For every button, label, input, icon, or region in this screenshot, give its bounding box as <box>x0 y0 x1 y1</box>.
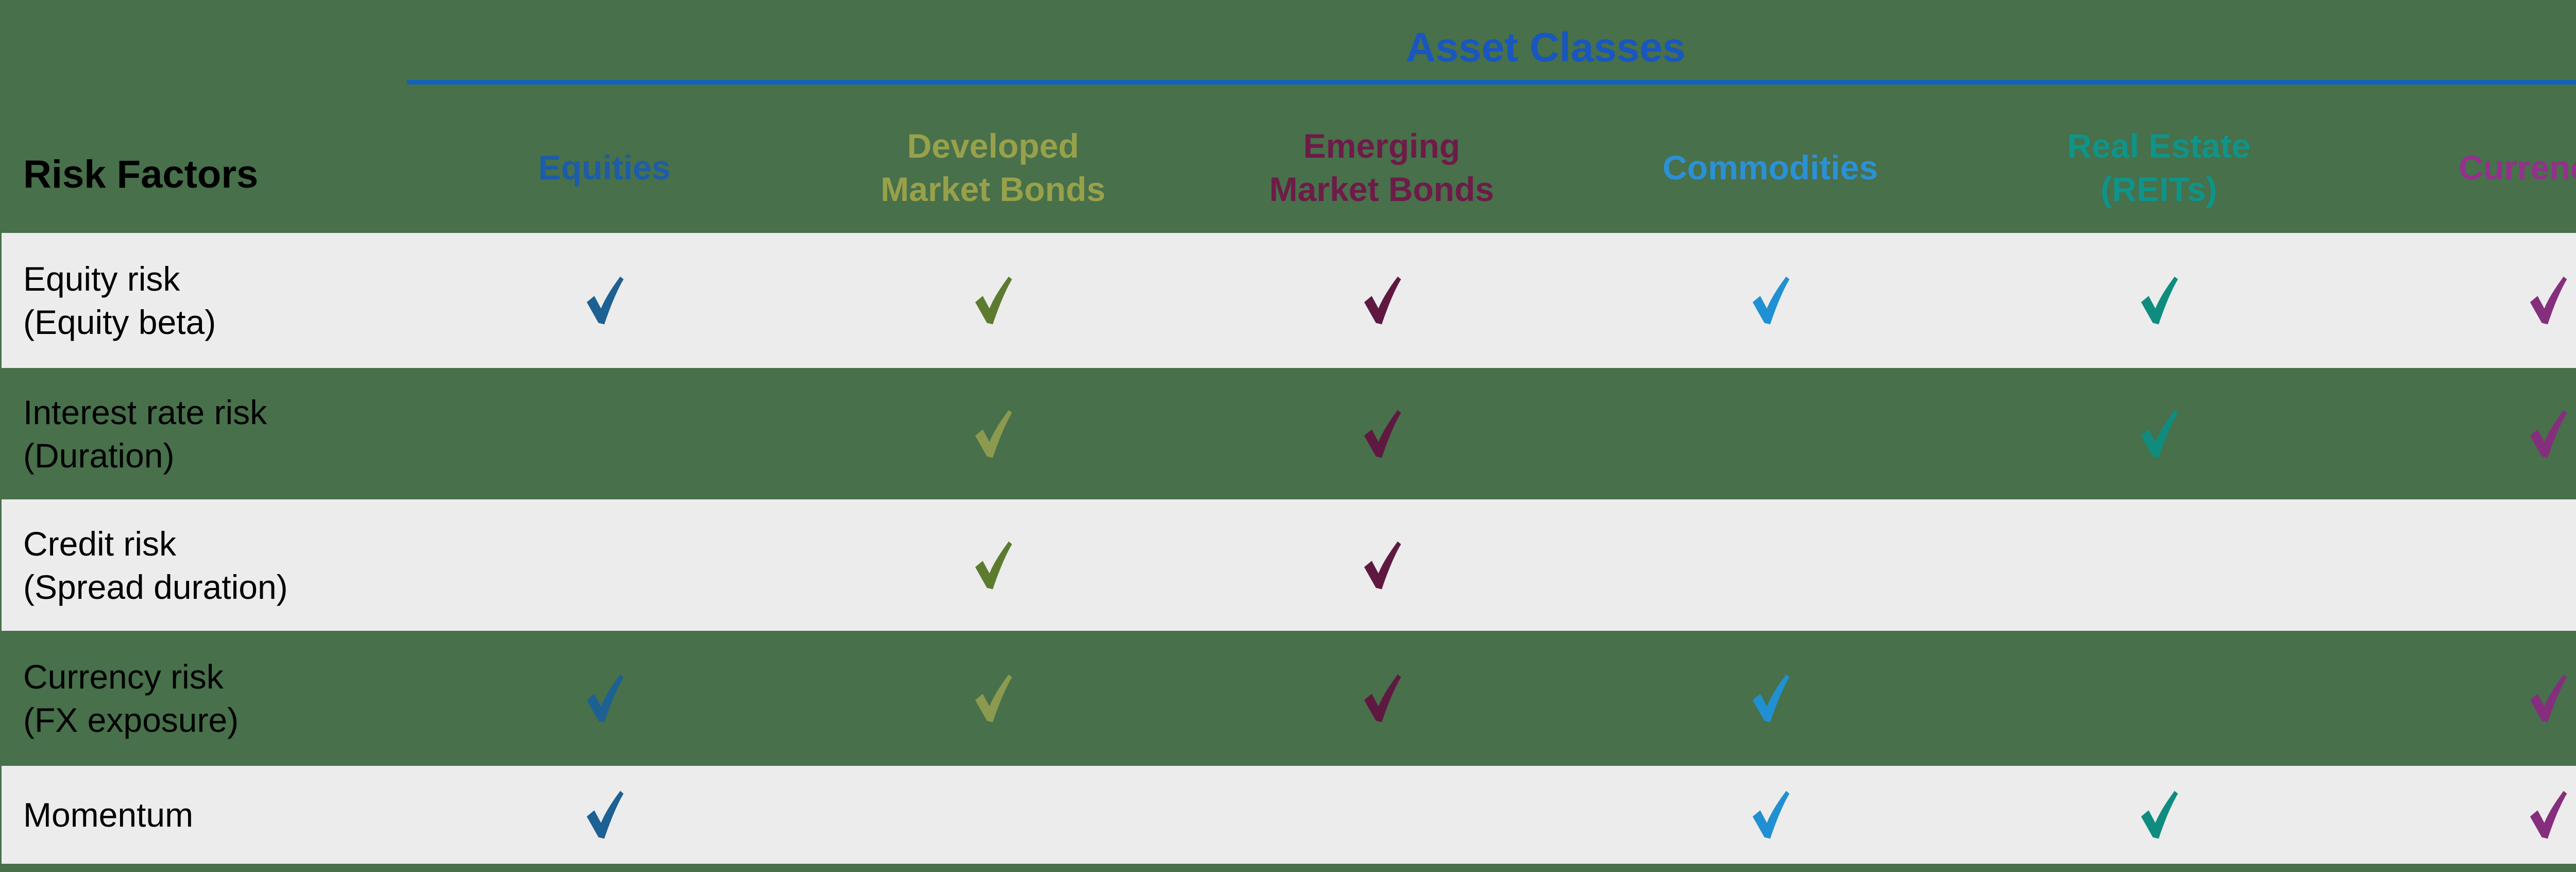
check-cell <box>1964 766 2353 864</box>
check-cell <box>2353 631 2576 766</box>
checkmark-icon <box>2530 674 2567 723</box>
table-row-momentum: Momentum <box>2 766 2576 864</box>
matrix-rows: Equity risk (Equity beta) Interest rate … <box>2 233 2576 864</box>
check-cell <box>2353 766 2576 864</box>
checkmark-icon <box>1364 276 1401 325</box>
column-header-currencies: Currencies <box>2459 148 2576 187</box>
check-cell <box>1964 233 2353 368</box>
checkmark-icon <box>975 674 1012 723</box>
checkmark-icon <box>2530 276 2567 325</box>
check-cell <box>410 233 799 368</box>
check-cell <box>2353 233 2576 368</box>
checkmark-icon <box>587 276 624 325</box>
check-cell <box>1576 631 1964 766</box>
checkmark-icon <box>587 791 624 839</box>
checkmark-icon <box>1364 541 1401 589</box>
checkmark-icon <box>1364 674 1401 723</box>
check-cell <box>410 766 799 864</box>
checkmark-icon <box>587 674 624 723</box>
check-cell <box>1188 368 1576 499</box>
row-label: Interest rate risk (Duration) <box>23 393 267 475</box>
check-cell <box>410 499 799 631</box>
table-row-interest-rate-risk: Interest rate risk (Duration) <box>2 368 2576 499</box>
table-row-credit-risk: Credit risk (Spread duration) <box>2 499 2576 631</box>
title-underline-rule <box>407 80 2576 85</box>
check-cell <box>1576 766 1964 864</box>
column-header-equities: Equities <box>538 148 671 187</box>
check-cell <box>799 766 1187 864</box>
column-header-real-estate-reits: Real Estate (REITs) <box>2067 127 2251 208</box>
check-cell <box>2353 499 2576 631</box>
table-row-currency-risk: Currency risk (FX exposure) <box>2 631 2576 766</box>
table-row-equity-risk: Equity risk (Equity beta) <box>2 233 2576 368</box>
checkmark-icon <box>975 410 1012 458</box>
column-header-commodities: Commodities <box>1663 148 1878 187</box>
row-label: Equity risk (Equity beta) <box>23 260 216 341</box>
check-cell <box>799 233 1187 368</box>
checkmark-icon <box>1364 410 1401 458</box>
check-cell <box>1188 499 1576 631</box>
column-header-emerging-market-bonds: Emerging Market Bonds <box>1269 127 1495 208</box>
check-cell <box>1576 233 1964 368</box>
check-cell <box>1576 368 1964 499</box>
check-cell <box>799 368 1187 499</box>
check-cell <box>1576 499 1964 631</box>
checkmark-icon <box>975 276 1012 325</box>
row-label: Currency risk (FX exposure) <box>23 658 239 739</box>
column-header-row: Risk Factors Equities Developed Market B… <box>2 103 2576 232</box>
checkmark-icon <box>975 541 1012 589</box>
check-cell <box>799 631 1187 766</box>
check-cell <box>410 631 799 766</box>
checkmark-icon <box>1753 674 1790 723</box>
risk-factors-heading: Risk Factors <box>23 153 259 196</box>
checkmark-icon <box>1753 791 1790 839</box>
checkmark-icon <box>2530 791 2567 839</box>
check-cell <box>799 499 1187 631</box>
check-cell <box>410 368 799 499</box>
checkmark-icon <box>2141 276 2178 325</box>
checkmark-icon <box>2141 791 2178 839</box>
check-cell <box>1964 499 2353 631</box>
check-cell <box>2353 368 2576 499</box>
check-cell <box>1188 233 1576 368</box>
checkmark-icon <box>1753 276 1790 325</box>
check-cell <box>1188 631 1576 766</box>
row-header-col: Risk Factors <box>2 103 410 232</box>
checkmark-icon <box>2530 410 2567 458</box>
row-label: Momentum <box>23 796 194 834</box>
check-cell <box>1964 631 2353 766</box>
asset-classes-title: Asset Classes <box>1405 24 1686 70</box>
column-header-developed-market-bonds: Developed Market Bonds <box>880 127 1106 208</box>
checkmark-icon <box>2141 410 2178 458</box>
check-cell <box>1188 766 1576 864</box>
row-label: Credit risk (Spread duration) <box>23 524 288 606</box>
check-cell <box>1964 368 2353 499</box>
